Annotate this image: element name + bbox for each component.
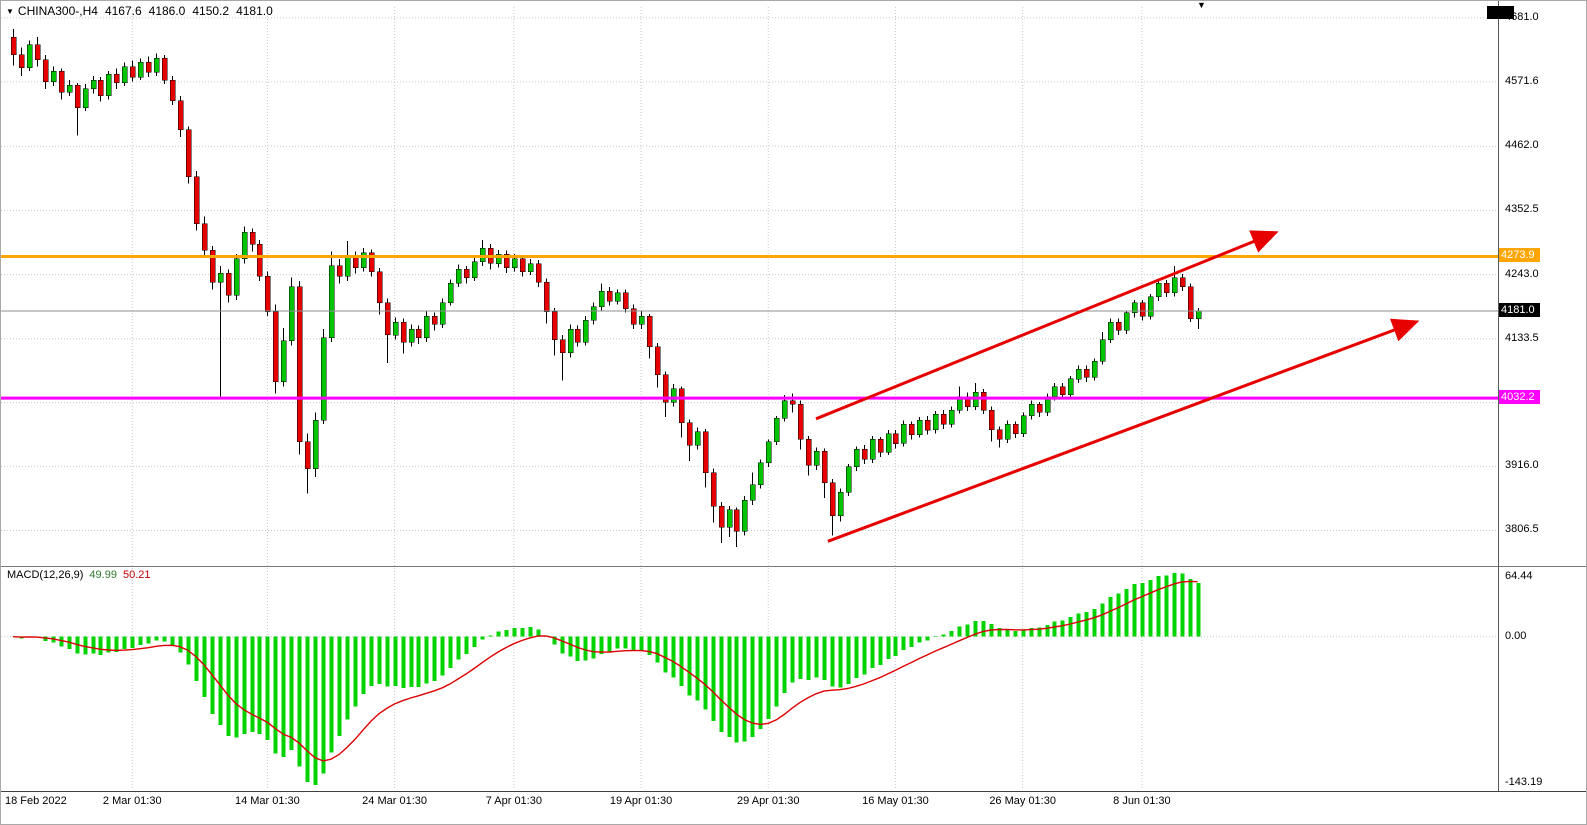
- time-axis-label: 8 Jun 01:30: [1113, 795, 1171, 807]
- time-axis-label: 19 Apr 01:30: [609, 795, 673, 807]
- trend-arrow-2[interactable]: [827, 318, 1420, 543]
- symbol-period-label: CHINA300-,H4: [17, 4, 98, 18]
- price-axis[interactable]: 4681.0 4571.6 4462.0 4352.5 4243.0 4133.5 3916…: [1498, 1, 1586, 791]
- price-axis-label: 4133.5: [1505, 331, 1539, 344]
- macd-axis-label: 64.44: [1505, 570, 1533, 582]
- panel-divider[interactable]: [1, 566, 1586, 567]
- macd-header: MACD(12,26,9) 49.99 50.21: [7, 569, 156, 581]
- high-value: 4186.0: [148, 4, 186, 18]
- macd-signal-line: [12, 580, 1198, 762]
- resistance-line-price-badge: 4273.9: [1498, 248, 1540, 263]
- macd-signal-value: 50.21: [122, 569, 151, 581]
- price-axis-label: 4571.6: [1505, 74, 1539, 87]
- open-value: 4167.6: [104, 4, 142, 18]
- macd-axis-label: 0.00: [1505, 629, 1527, 642]
- chart-shift-end-marker[interactable]: [1487, 6, 1514, 19]
- price-axis-label: 4243.0: [1505, 267, 1539, 280]
- price-axis-label: 4352.5: [1505, 203, 1539, 216]
- time-axis-label: 7 Apr 01:30: [485, 795, 542, 807]
- time-axis-divider: [1, 791, 1586, 792]
- time-axis-label: 24 Mar 01:30: [362, 795, 427, 807]
- support-line-price-badge: 4032.2: [1498, 390, 1540, 405]
- time-axis-label: 14 Mar 01:30: [234, 795, 300, 807]
- close-value: 4181.0: [236, 4, 273, 18]
- time-axis[interactable]: 18 Feb 2022 2 Mar 01:30 14 Mar 01:30 24 Mar…: [1, 792, 1586, 816]
- price-axis-label: 3916.0: [1505, 459, 1539, 472]
- time-axis-label: 2 Mar 01:30: [102, 795, 162, 807]
- time-axis-label: 16 May 01:30: [862, 795, 929, 807]
- macd-axis-label: -143.19: [1505, 776, 1543, 788]
- trend-arrow-1[interactable]: [815, 230, 1279, 421]
- low-value: 4150.2: [192, 4, 230, 18]
- price-axis-label: 3806.5: [1505, 523, 1539, 536]
- candles: [10, 28, 1202, 548]
- price-axis-divider: [1498, 1, 1499, 791]
- macd-histogram: [19, 573, 1201, 785]
- price-axis-label: 4462.0: [1505, 139, 1539, 152]
- current-price-line-price-badge: 4181.0: [1498, 302, 1540, 317]
- time-axis-label: 29 Apr 01:30: [737, 795, 800, 807]
- macd-title: MACD(12,26,9): [7, 569, 84, 581]
- collapse-icon[interactable]: ▼: [6, 7, 14, 17]
- time-axis-label: 18 Feb 2022: [5, 795, 67, 807]
- chart-canvas[interactable]: [1, 1, 1498, 791]
- chart-header: ▼ CHINA300-,H4 4167.6 4186.0 4150.2 4181.0: [6, 4, 280, 18]
- macd-main-value: 49.99: [89, 569, 117, 581]
- chart-shift-marker[interactable]: ▼: [1197, 0, 1206, 10]
- time-axis-label: 26 May 01:30: [989, 795, 1056, 807]
